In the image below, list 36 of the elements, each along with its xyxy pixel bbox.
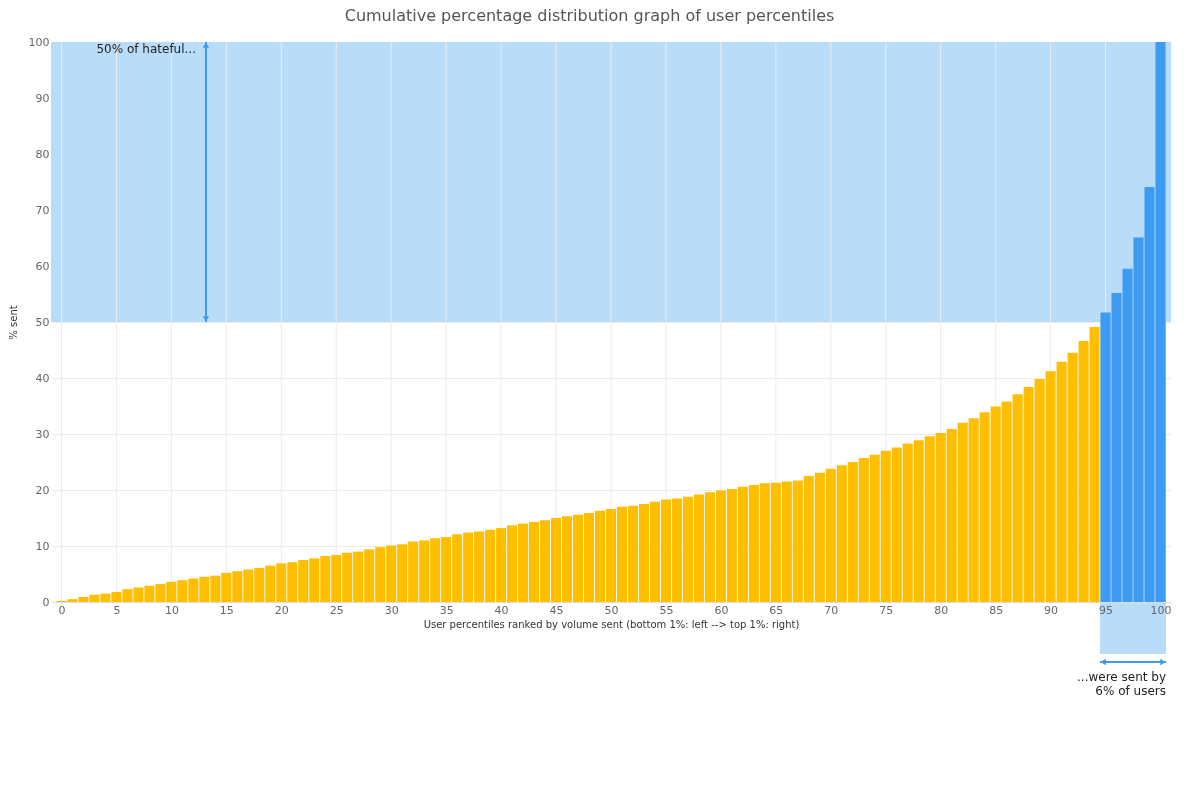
y-tick-label: 100	[28, 35, 50, 49]
x-tick-label: 65	[769, 603, 784, 617]
x-tick-label: 50	[604, 603, 619, 617]
chart-title: Cumulative percentage distribution graph of user percentiles	[344, 6, 835, 25]
y-tick-label: 70	[35, 203, 50, 217]
x-tick-label: 25	[329, 603, 344, 617]
x-tick-label: 45	[549, 603, 564, 617]
x-tick-label: 40	[494, 603, 509, 617]
x-axis-title: User percentiles ranked by volume sent (bottom 1%: left --> top 1%: right)	[423, 618, 800, 630]
y-tick-label: 50	[35, 315, 50, 329]
x-tick-label: 55	[659, 603, 674, 617]
x-tick-label: 95	[1099, 603, 1114, 617]
band-label: 50% of hateful...	[96, 42, 196, 56]
x-tick-label: 90	[1044, 603, 1059, 617]
y-tick-label: 80	[35, 147, 50, 161]
x-tick-label: 30	[384, 603, 399, 617]
y-tick-label: 10	[35, 539, 50, 553]
x-tick-label: 70	[824, 603, 839, 617]
y-axis-title: % sent	[7, 305, 19, 340]
y-tick-label: 90	[35, 91, 50, 105]
x-tick-label: 75	[879, 603, 894, 617]
x-tick-label: 10	[164, 603, 179, 617]
x-tick-label: 35	[439, 603, 454, 617]
band-label: ...were sent by 6% of users	[1077, 670, 1166, 698]
x-tick-label: 100	[1150, 603, 1172, 617]
y-tick-label: 30	[35, 427, 50, 441]
y-tick-label: 40	[35, 371, 50, 385]
x-tick-label: 20	[274, 603, 289, 617]
x-tick-label: 15	[219, 603, 234, 617]
y-tick-label: 20	[35, 483, 50, 497]
x-tick-label: 85	[989, 603, 1004, 617]
x-tick-label: 60	[714, 603, 729, 617]
y-tick-label: 60	[35, 259, 50, 273]
x-tick-label: 5	[113, 603, 121, 617]
x-tick-label: 80	[934, 603, 949, 617]
x-tick-label: 0	[58, 603, 66, 617]
